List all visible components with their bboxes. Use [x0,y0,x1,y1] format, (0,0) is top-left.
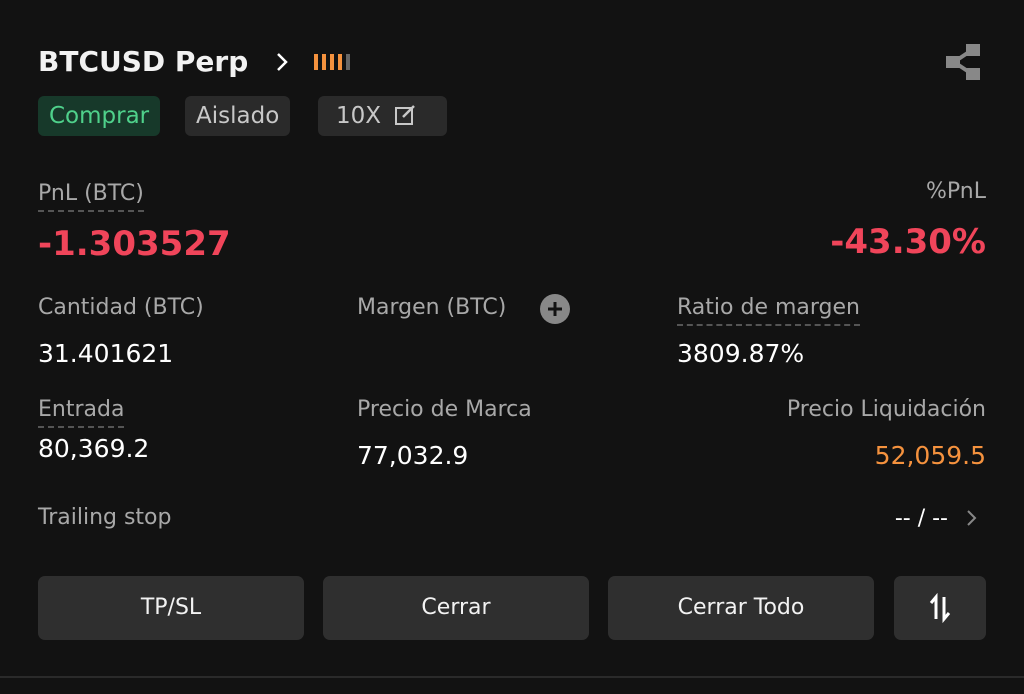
side-tag: Comprar [38,96,161,136]
field-value: 52,059.5 [874,441,986,470]
field-label: Precio de Marca [357,397,532,422]
reverse-button[interactable] [894,576,986,640]
field-label: Margen (BTC) [357,295,507,320]
field-label: Ratio de margen [677,294,860,326]
share-icon[interactable] [944,42,984,82]
chevron[interactable] [962,508,982,528]
divider [0,676,1024,678]
trailing-stop-value[interactable]: -- / -- [894,506,948,531]
pnl-percent-value: -43.30% [830,222,986,262]
add-margin-icon[interactable] [539,293,571,325]
field-value: 3809.87% [677,339,805,368]
field-value: 77,032.9 [357,441,469,470]
field-value: 31.401621 [38,339,174,368]
title-icons [277,53,350,71]
tpsl-button[interactable]: TP/SL [38,576,304,640]
field-label: Precio Liquidación [786,397,986,422]
edit-icon [395,105,416,125]
leverage: 10X [336,103,382,129]
pnl-value: -1.303527 [38,224,231,264]
leverage-tag[interactable]: 10X [318,96,447,136]
field-label: Entrada [38,396,125,428]
field-label: Cantidad (BTC) [38,295,204,320]
trailing-stop-label: Trailing stop [38,505,172,530]
close-button[interactable]: Cerrar [323,576,589,640]
reverse-icon [929,592,951,624]
close-all-button[interactable]: Cerrar Todo [608,576,874,640]
pnl-percent-label: %PnL [926,179,986,204]
title: BTCUSD Perp [38,45,249,78]
pnl-label: PnL (BTC) [38,180,144,212]
field-value: 80,369.2 [38,434,150,463]
margin-mode-tag: Aislado [185,96,291,136]
